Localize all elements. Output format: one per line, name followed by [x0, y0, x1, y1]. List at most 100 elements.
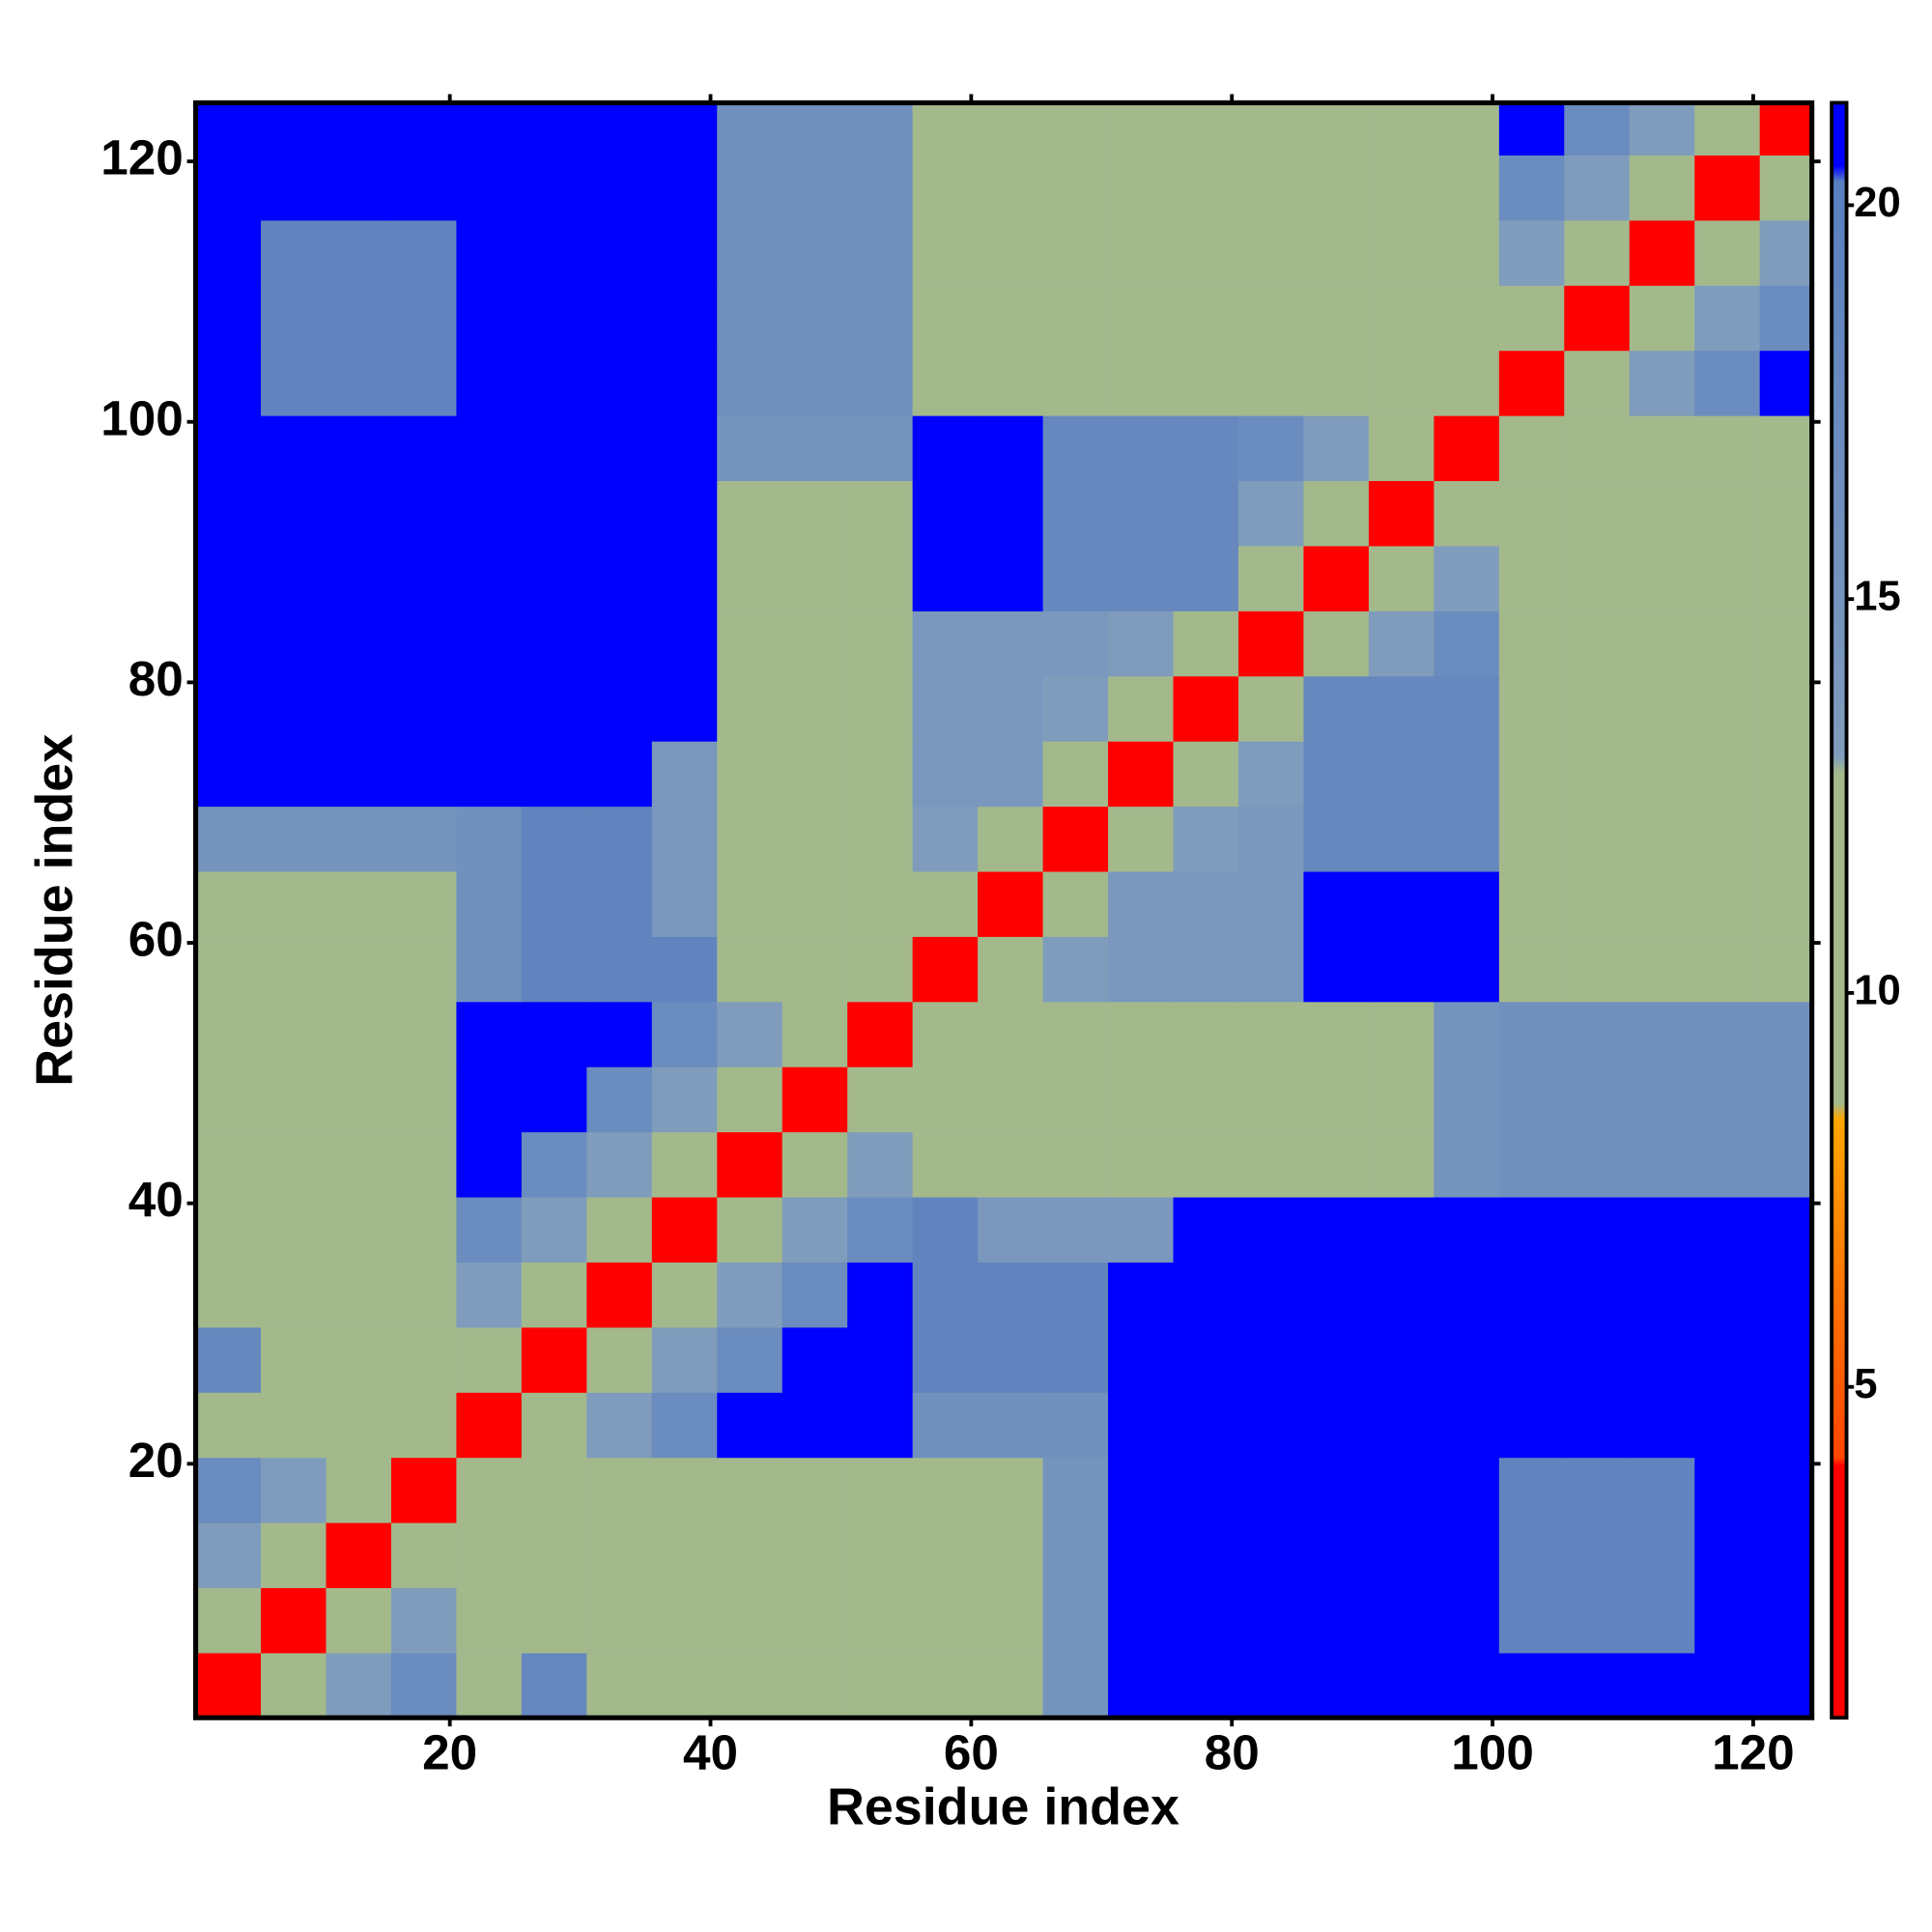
heatmap-cell [651, 936, 718, 1003]
heatmap-cell [195, 741, 262, 808]
heatmap-cell [1237, 1587, 1305, 1654]
heatmap-cell [1303, 1326, 1370, 1393]
heatmap-cell [1434, 1326, 1500, 1393]
heatmap-cell [1173, 806, 1239, 872]
heatmap-cell [1694, 741, 1761, 808]
heatmap-cell [1237, 545, 1305, 611]
heatmap-cell [586, 414, 653, 482]
heatmap-cell [1108, 1457, 1175, 1523]
heatmap-cell [1042, 1131, 1109, 1198]
heatmap-cell [1434, 1457, 1500, 1523]
heatmap-cell [195, 870, 262, 937]
heatmap-cell [1498, 414, 1565, 482]
heatmap-cell [326, 545, 392, 611]
heatmap-cell [1434, 1196, 1500, 1263]
heatmap-cell [1368, 870, 1435, 937]
heatmap-cell [390, 155, 458, 221]
heatmap-cell [1173, 1066, 1239, 1133]
heatmap-cell [978, 741, 1044, 808]
heatmap-cell [195, 611, 262, 677]
heatmap-cell [1042, 545, 1109, 611]
heatmap-cell [1694, 1066, 1761, 1133]
heatmap-cell [651, 1196, 718, 1263]
heatmap-cell [521, 1326, 587, 1393]
heatmap-cell [1108, 806, 1175, 872]
heatmap-cell [1108, 219, 1175, 286]
heatmap-cell [1042, 675, 1109, 742]
heatmap-cell [1173, 1001, 1239, 1067]
heatmap-cell [1498, 1457, 1565, 1523]
heatmap-cell [195, 1196, 262, 1263]
heatmap-cell [1694, 936, 1761, 1003]
heatmap-cell [651, 675, 718, 742]
heatmap-cell [651, 1392, 718, 1459]
heatmap-cell [326, 675, 392, 742]
x-tick-label: 100 [1451, 1724, 1534, 1779]
heatmap-cell [1173, 870, 1239, 937]
heatmap-cell [781, 1587, 848, 1654]
heatmap-cell [847, 1196, 914, 1263]
heatmap-cell [781, 1131, 848, 1198]
heatmap-cell [1108, 870, 1175, 937]
heatmap-cell [1237, 1262, 1305, 1328]
heatmap-cell [1173, 219, 1239, 286]
heatmap-cell [456, 1326, 523, 1393]
heatmap-cell [261, 1066, 327, 1133]
heatmap-cell [1759, 102, 1813, 156]
heatmap-cell [1434, 1262, 1500, 1328]
heatmap-cell [651, 219, 718, 286]
heatmap-cell [390, 1392, 458, 1459]
heatmap-cell [781, 219, 848, 286]
heatmap-cell [1434, 102, 1500, 156]
heatmap-cell [1173, 1521, 1239, 1589]
heatmap-cell [912, 1521, 979, 1589]
heatmap-cell [1434, 285, 1500, 352]
heatmap-cell [390, 1001, 458, 1067]
heatmap-cell [326, 741, 392, 808]
heatmap-cell [1629, 102, 1695, 156]
colorbar-tick-label: 20 [1854, 180, 1900, 226]
heatmap-cell [717, 741, 783, 808]
heatmap-cell [1108, 1131, 1175, 1198]
heatmap-cell [1759, 1587, 1813, 1654]
heatmap-cell [521, 1001, 587, 1067]
heatmap-cell [1564, 1196, 1631, 1263]
heatmap-cell [912, 1457, 979, 1523]
heatmap-cell [1173, 545, 1239, 611]
heatmap-cell [1368, 350, 1435, 416]
heatmap-cell [717, 350, 783, 416]
heatmap-cell [1694, 1196, 1761, 1263]
heatmap-cell [651, 1131, 718, 1198]
heatmap-cell [390, 480, 458, 547]
heatmap-cell [1042, 741, 1109, 808]
heatmap-cell [521, 675, 587, 742]
heatmap-cell [1303, 1457, 1370, 1523]
heatmap-cell [1564, 285, 1631, 352]
heatmap-cell [912, 155, 979, 221]
heatmap-cell [847, 806, 914, 872]
heatmap-cell [261, 870, 327, 937]
heatmap-cell [1759, 675, 1813, 742]
heatmap-cell [456, 480, 523, 547]
heatmap-cell [912, 1326, 979, 1393]
heatmap-cell [456, 350, 523, 416]
heatmap-cell [326, 1066, 392, 1133]
heatmap-cell [781, 870, 848, 937]
heatmap-cell [847, 1521, 914, 1589]
heatmap-cell [1694, 1392, 1761, 1459]
heatmap-cell [717, 1521, 783, 1589]
heatmap-cell [390, 741, 458, 808]
heatmap-cell [651, 1262, 718, 1328]
heatmap-cell [586, 1392, 653, 1459]
heatmap-cell [1303, 1262, 1370, 1328]
heatmap-cell [1173, 1131, 1239, 1198]
heatmap-cell [781, 1392, 848, 1459]
heatmap-cell [847, 1131, 914, 1198]
heatmap-cell [1108, 285, 1175, 352]
heatmap-cell [1694, 219, 1761, 286]
heatmap-cell [586, 155, 653, 221]
heatmap-cell [456, 1457, 523, 1523]
heatmap-cell [1759, 414, 1813, 482]
heatmap-cell [456, 611, 523, 677]
heatmap-cell [1564, 870, 1631, 937]
